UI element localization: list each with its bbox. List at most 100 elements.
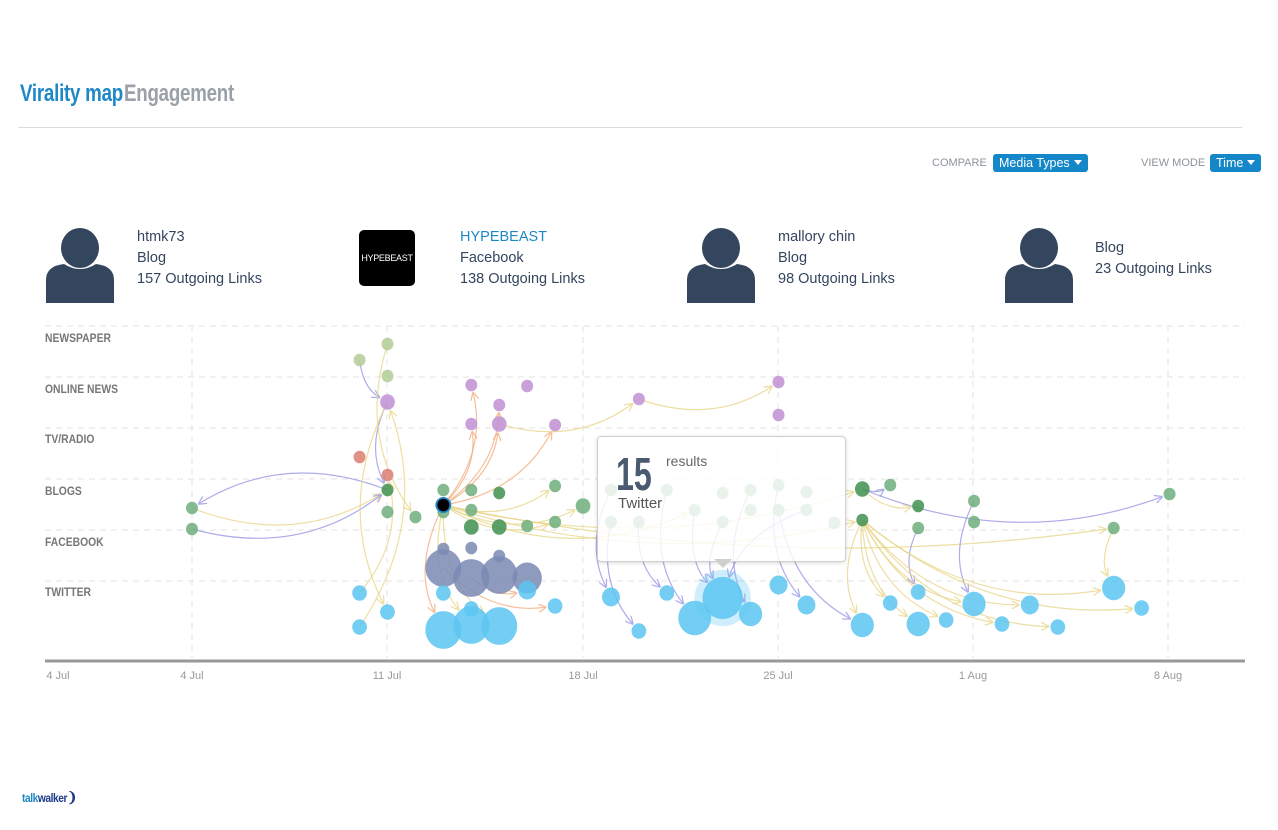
node-blogs[interactable] <box>549 479 562 493</box>
node-online-news[interactable] <box>772 375 785 389</box>
node-blogs[interactable] <box>493 486 506 500</box>
node-twitter[interactable] <box>850 612 874 638</box>
node-facebook[interactable] <box>425 549 462 587</box>
node-blogs[interactable] <box>575 498 591 514</box>
node-twitter[interactable] <box>601 587 620 607</box>
node-blogs[interactable] <box>854 481 870 497</box>
node-twitter[interactable] <box>659 585 675 601</box>
compare-dropdown[interactable]: Media Types <box>993 154 1088 172</box>
node-blogs[interactable] <box>491 519 507 535</box>
view-mode-value: Time <box>1216 156 1244 170</box>
source-card-2[interactable]: HYPEBEAST Facebook 138 Outgoing Links <box>460 227 585 290</box>
lane-label-facebook: FACEBOOK <box>45 537 104 549</box>
node-online-news[interactable] <box>465 417 478 431</box>
node-twitter[interactable] <box>738 601 763 627</box>
node-blogs[interactable] <box>521 519 534 533</box>
node-blogs[interactable] <box>186 501 198 515</box>
node-online-news[interactable] <box>380 394 395 410</box>
node-newspaper[interactable] <box>381 369 394 383</box>
tab-virality-map[interactable]: Virality map <box>20 80 123 107</box>
node-blogs[interactable] <box>968 494 981 508</box>
node-twitter[interactable] <box>547 598 563 614</box>
link-edge <box>443 433 498 506</box>
node-twitter[interactable] <box>453 606 490 644</box>
node-blogs[interactable] <box>381 505 394 519</box>
link-edge <box>860 519 884 596</box>
node-online-news[interactable] <box>493 398 506 412</box>
node-online-news[interactable] <box>465 378 478 392</box>
node-blogs[interactable] <box>912 499 925 513</box>
node-twitter[interactable] <box>481 607 518 645</box>
node-blogs[interactable] <box>1107 521 1120 535</box>
node-online-news[interactable] <box>632 392 645 406</box>
link-edge <box>638 386 772 411</box>
node-blogs[interactable] <box>884 478 897 492</box>
node-twitter[interactable] <box>1020 595 1039 615</box>
node-newspaper[interactable] <box>381 337 394 351</box>
link-edge <box>861 519 907 616</box>
link-edge <box>199 472 388 504</box>
node-blogs[interactable] <box>1163 487 1176 501</box>
node-facebook[interactable] <box>481 556 518 594</box>
node-blogs[interactable] <box>856 513 869 527</box>
node-twitter[interactable] <box>352 585 367 601</box>
lane-label-online-news: ONLINE NEWS <box>45 384 119 396</box>
node-twitter[interactable] <box>938 612 954 628</box>
node-newspaper[interactable] <box>353 353 366 367</box>
node-facebook[interactable] <box>453 559 490 597</box>
node-blogs[interactable] <box>437 483 450 497</box>
node-twitter[interactable] <box>425 611 462 649</box>
node-blogs[interactable] <box>912 521 925 535</box>
source-name-link[interactable]: HYPEBEAST <box>460 229 548 245</box>
source-card-4[interactable]: Blog 23 Outgoing Links <box>1095 238 1212 280</box>
node-twitter[interactable] <box>380 604 395 620</box>
node-online-news[interactable] <box>521 379 534 393</box>
node-twitter[interactable] <box>1050 619 1066 635</box>
node-facebook[interactable] <box>465 541 478 555</box>
view-mode-label: VIEW MODE <box>1141 157 1206 169</box>
node-online-news[interactable] <box>549 418 562 432</box>
node-online-news[interactable] <box>772 408 785 422</box>
node-twitter[interactable] <box>436 585 451 601</box>
source-card-1[interactable]: htmk73 Blog 157 Outgoing Links <box>137 227 262 290</box>
node-tv-radio[interactable] <box>381 468 394 482</box>
x-tick-label: 4 Jul <box>46 670 70 682</box>
node-twitter[interactable] <box>962 591 986 617</box>
node-twitter[interactable] <box>797 595 816 615</box>
node-online-news[interactable] <box>491 416 507 432</box>
source-card-3[interactable]: mallory chin Blog 98 Outgoing Links <box>778 227 895 290</box>
node-twitter[interactable] <box>769 575 788 595</box>
node-blogs[interactable] <box>186 522 198 536</box>
node-twitter[interactable] <box>631 623 647 639</box>
node-blogs[interactable] <box>409 510 422 524</box>
tab-engagement[interactable]: Engagement <box>124 80 235 107</box>
node-tv-radio[interactable] <box>353 450 366 464</box>
node-twitter[interactable] <box>518 580 537 600</box>
view-mode-dropdown[interactable]: Time <box>1210 154 1262 172</box>
source-name: mallory chin <box>778 229 856 245</box>
node-twitter[interactable] <box>910 584 926 600</box>
node-twitter[interactable] <box>882 595 898 611</box>
node-twitter[interactable] <box>702 576 743 620</box>
node-blogs[interactable] <box>463 519 479 535</box>
node-twitter[interactable] <box>906 611 930 637</box>
compare-label: COMPARE <box>932 157 987 169</box>
node-blogs[interactable] <box>549 515 562 529</box>
node-twitter[interactable] <box>1134 600 1149 616</box>
node-twitter[interactable] <box>678 600 712 636</box>
node-blogs[interactable] <box>465 483 478 497</box>
link-edge <box>191 495 381 539</box>
x-tick-label: 1 Aug <box>958 670 988 682</box>
node-blogs[interactable] <box>968 515 981 529</box>
person-icon <box>687 228 755 303</box>
source-name: htmk73 <box>137 229 185 245</box>
talkwalker-logo: talkwalker❩ <box>22 789 77 805</box>
node-twitter[interactable] <box>1102 575 1126 601</box>
link-edge <box>499 404 632 433</box>
node-twitter[interactable] <box>352 619 367 635</box>
node-blogs[interactable] <box>437 498 450 512</box>
node-twitter[interactable] <box>994 616 1010 632</box>
node-blogs[interactable] <box>381 483 394 497</box>
node-blogs[interactable] <box>465 503 478 517</box>
